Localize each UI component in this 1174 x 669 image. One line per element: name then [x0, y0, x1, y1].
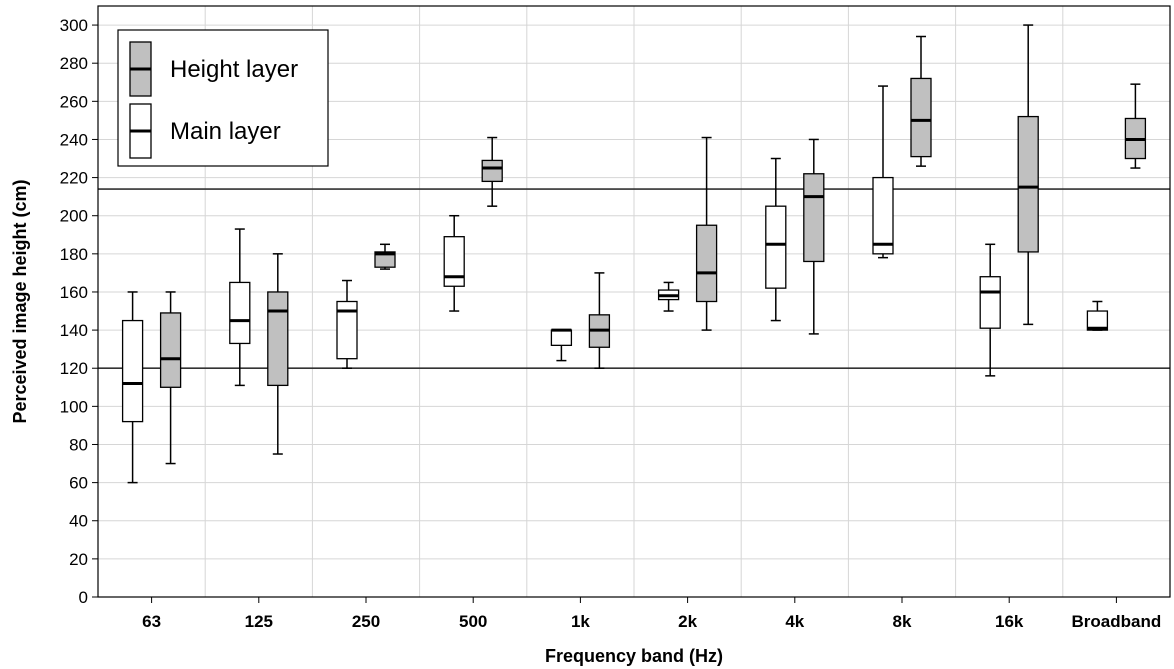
box-iqr	[803, 173, 825, 263]
x-axis-title: Frequency band (Hz)	[545, 646, 723, 666]
y-tick-label: 60	[69, 474, 88, 493]
box-iqr	[229, 281, 251, 345]
y-tick-label: 40	[69, 512, 88, 531]
box-iqr	[910, 77, 932, 158]
box-main-layer	[872, 85, 894, 259]
legend-label: Main layer	[170, 118, 281, 145]
y-tick-label: 160	[60, 283, 88, 302]
y-tick-label: 300	[60, 16, 88, 35]
y-tick-label: 280	[60, 54, 88, 73]
x-tick-label: 2k	[678, 612, 697, 631]
y-tick-label: 220	[60, 169, 88, 188]
box-iqr	[695, 224, 718, 303]
box-main-layer	[765, 157, 787, 322]
y-tick-label: 20	[69, 550, 88, 569]
x-tick-label: 500	[459, 612, 487, 631]
x-tick-label: 8k	[893, 612, 912, 631]
box-iqr	[872, 176, 894, 255]
box-iqr	[336, 300, 358, 360]
x-tick-label: Broadband	[1072, 612, 1162, 631]
y-tick-label: 120	[60, 359, 88, 378]
box-iqr	[765, 205, 787, 289]
box-iqr	[979, 276, 1001, 329]
box-plots	[121, 24, 1147, 484]
x-tick-label: 4k	[785, 612, 804, 631]
box-iqr	[481, 159, 503, 183]
box-iqr	[374, 251, 396, 268]
box-main-layer	[121, 291, 144, 484]
y-tick-label: 200	[60, 207, 88, 226]
y-tick-label: 180	[60, 245, 88, 264]
y-tick-label: 240	[60, 130, 88, 149]
box-main-layer	[443, 214, 465, 312]
box-height-layer	[588, 272, 611, 369]
y-tick-label: 0	[79, 588, 88, 607]
y-tick-label: 140	[60, 321, 88, 340]
box-height-layer	[159, 291, 182, 465]
x-tick-label: 125	[245, 612, 273, 631]
box-iqr	[1017, 115, 1039, 253]
box-height-layer	[374, 243, 396, 270]
box-iqr	[121, 319, 144, 423]
y-axis-title: Perceived image height (cm)	[10, 179, 30, 423]
x-tick-label: 1k	[571, 612, 590, 631]
box-height-layer	[481, 136, 503, 207]
box-iqr	[443, 236, 465, 287]
box-iqr	[550, 329, 573, 346]
y-tick-label: 100	[60, 397, 88, 416]
x-tick-label: 16k	[995, 612, 1024, 631]
legend-box	[117, 29, 329, 167]
box-height-layer	[1124, 83, 1147, 169]
box-iqr	[159, 312, 182, 388]
x-axis-ticks: 63 125 250 500 1k 2k 4k 8k 16k Broadband	[142, 597, 1161, 631]
box-height-layer	[267, 253, 289, 455]
legend: Height layer Main layer	[117, 29, 329, 167]
plot-area-frame	[97, 5, 1171, 598]
box-main-layer	[657, 281, 680, 312]
box-iqr	[267, 291, 289, 387]
legend-label: Height layer	[170, 56, 298, 83]
x-tick-label: 63	[142, 612, 161, 631]
box-height-layer	[910, 35, 932, 167]
box-iqr	[1086, 310, 1109, 331]
box-height-layer	[1017, 24, 1039, 326]
x-tick-label: 250	[352, 612, 380, 631]
box-main-layer	[336, 279, 358, 369]
y-tick-label: 260	[60, 92, 88, 111]
box-main-layer	[229, 228, 251, 387]
box-main-layer	[979, 243, 1001, 377]
box-height-layer	[695, 136, 718, 331]
box-main-layer	[550, 328, 573, 362]
y-tick-label: 80	[69, 435, 88, 454]
y-axis-ticks: 0 20 40 60 80 100 120 140 160 180 200 220 240 260 280 3…	[60, 16, 98, 607]
box-main-layer	[1086, 300, 1109, 331]
box-height-layer	[803, 138, 825, 335]
